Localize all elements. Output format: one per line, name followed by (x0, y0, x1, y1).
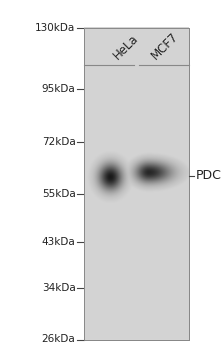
Text: 26kDa: 26kDa (42, 335, 75, 344)
Text: 43kDa: 43kDa (42, 237, 75, 247)
Text: 95kDa: 95kDa (42, 84, 75, 94)
Bar (84, 28, 189, 340)
Text: 72kDa: 72kDa (42, 137, 75, 147)
Text: MCF7: MCF7 (149, 30, 181, 62)
Bar (84, 28, 189, 340)
Text: PDCD4: PDCD4 (195, 169, 222, 182)
Text: HeLa: HeLa (110, 32, 141, 62)
Text: 55kDa: 55kDa (42, 189, 75, 200)
Text: 34kDa: 34kDa (42, 282, 75, 293)
Text: 130kDa: 130kDa (35, 23, 75, 33)
